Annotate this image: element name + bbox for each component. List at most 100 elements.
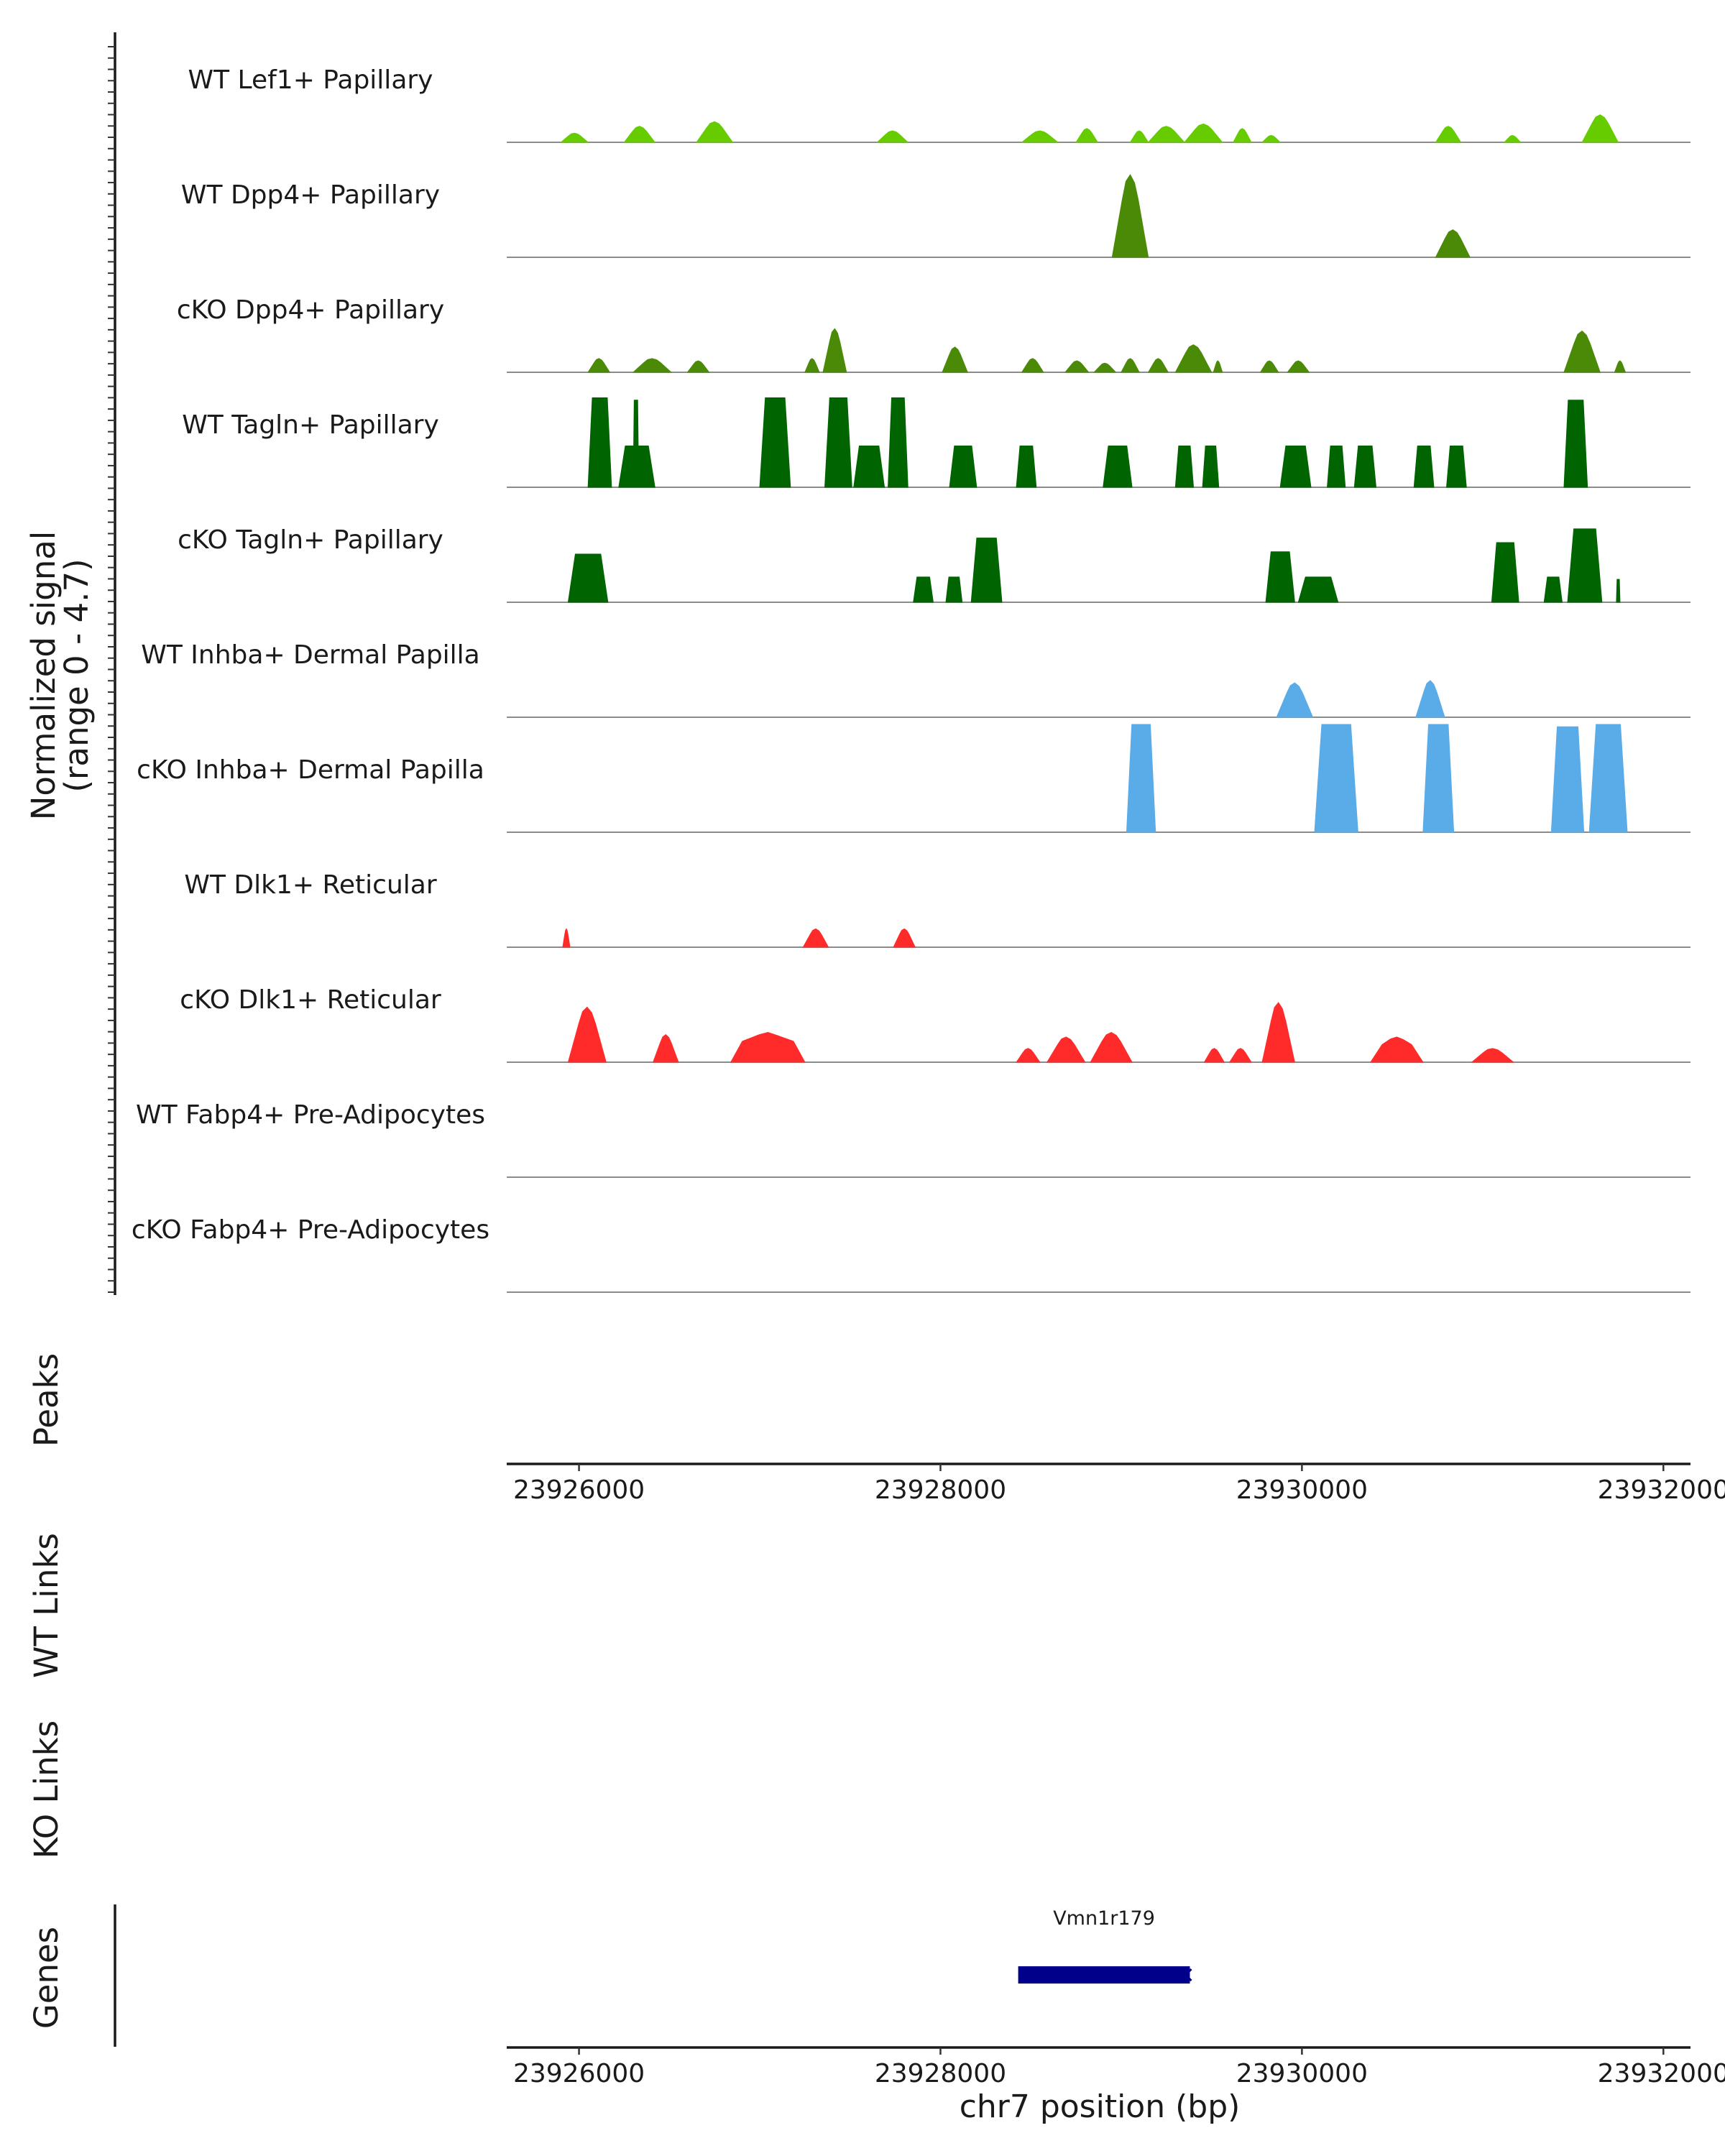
coverage-peak-1 xyxy=(567,553,609,603)
track-label: cKO Inhba+ Dermal Papilla xyxy=(137,755,484,785)
coverage-peak-15 xyxy=(1353,446,1377,488)
coverage-peak-7 xyxy=(1021,358,1044,373)
coverage-peak-3 xyxy=(686,360,710,373)
x-tick-label: 23926000 xyxy=(513,2059,645,2088)
coverage-peak-12 xyxy=(1435,126,1462,143)
coverage-peak-3 xyxy=(1422,724,1455,833)
strand-arrow xyxy=(1059,1968,1068,1982)
strand-arrow xyxy=(1142,1968,1151,1982)
coverage-peak-9 xyxy=(1016,446,1037,488)
x-tick-label: 23930000 xyxy=(1236,1475,1368,1505)
coverage-peak-3 xyxy=(730,1031,806,1063)
coverage-peak-4 xyxy=(759,397,791,488)
coverage-peak-2 xyxy=(1415,680,1445,718)
coverage-peak-9 xyxy=(1183,123,1223,143)
coverage-peak-3 xyxy=(632,400,640,488)
x-tick-label: 23932000 xyxy=(1598,1475,1725,1505)
coverage-peak-1 xyxy=(1126,724,1156,833)
coverage-peak-18 xyxy=(1563,400,1588,488)
coverage-peak-1 xyxy=(587,358,611,373)
track-10: WT Fabp4+ Pre-Adipocytes xyxy=(136,1100,1690,1178)
coverage-peak-6 xyxy=(1075,128,1099,143)
coverage-peak-5 xyxy=(822,328,847,373)
coverage-peak-9 xyxy=(1261,1002,1295,1063)
coverage-ylabel-line1: Normalized signal xyxy=(24,531,63,821)
coverage-peak-4 xyxy=(1016,1048,1041,1063)
coverage-peak-3 xyxy=(945,576,963,603)
coverage-peak-12 xyxy=(1202,446,1220,488)
coverage-peak-2 xyxy=(632,358,673,373)
coverage-peak-6 xyxy=(1297,576,1339,603)
coverage-peak-1 xyxy=(1111,174,1149,258)
coverage-peak-16 xyxy=(1563,330,1601,373)
coverage-peak-8 xyxy=(1543,576,1563,603)
coverage-peak-8 xyxy=(949,446,978,488)
coverage-peak-10 xyxy=(1616,579,1621,603)
track-label: cKO Tagln+ Papillary xyxy=(178,525,443,555)
coverage-peak-7 xyxy=(1203,1048,1225,1063)
track-label: WT Dpp4+ Papillary xyxy=(181,180,440,210)
coverage-peak-5 xyxy=(824,397,852,488)
coverage-peak-6 xyxy=(942,346,968,373)
coverage-peak-5 xyxy=(1265,551,1295,603)
track-5: cKO Tagln+ Papillary xyxy=(178,525,1690,603)
coverage-ylabel-line2: (range 0 - 4.7) xyxy=(58,558,96,792)
coverage-peak-5 xyxy=(1021,130,1059,143)
coverage-peak-17 xyxy=(1614,360,1627,373)
track-label: WT Fabp4+ Pre-Adipocytes xyxy=(136,1100,485,1130)
track-11: cKO Fabp4+ Pre-Adipocytes xyxy=(132,1215,1690,1293)
coverage-peak-11 xyxy=(1147,358,1169,373)
x-tick-label: 23930000 xyxy=(1236,2059,1368,2088)
strand-arrow xyxy=(1100,1968,1110,1982)
coverage-peak-1 xyxy=(562,928,571,948)
coverage-peak-15 xyxy=(1287,360,1310,373)
coverage-peak-13 xyxy=(1279,446,1312,488)
coverage-peak-5 xyxy=(1046,1036,1086,1063)
genes-ylabel: Genes xyxy=(27,1927,65,2029)
coverage-peak-14 xyxy=(1327,446,1346,488)
coverage-peak-9 xyxy=(1093,362,1117,373)
x-tick-label: 23926000 xyxy=(513,1475,645,1505)
coverage-peak-1 xyxy=(560,132,589,143)
track-label: WT Inhba+ Dermal Papilla xyxy=(141,640,479,670)
coverage-peak-14 xyxy=(1581,114,1619,143)
coverage-peak-11 xyxy=(1174,446,1195,488)
coverage-peak-5 xyxy=(1588,724,1628,833)
strand-arrow xyxy=(1163,1968,1172,1982)
strand-arrow xyxy=(1018,1968,1026,1982)
track-4: WT Tagln+ Papillary xyxy=(182,397,1690,488)
gene-Vmn1r179: Vmn1r179 xyxy=(1018,1907,1192,1984)
coverage-peak-4 xyxy=(876,130,909,143)
gene-label: Vmn1r179 xyxy=(1053,1907,1155,1930)
coverage-peak-9 xyxy=(1567,528,1603,603)
coverage-tracks: WT Lef1+ Papillary WT Dpp4+ Papillary cKO … xyxy=(132,65,1690,1293)
coverage-peak-10 xyxy=(1121,358,1140,373)
x-tick-label: 23928000 xyxy=(875,2059,1006,2088)
coverage-peak-3 xyxy=(696,121,734,143)
coverage-peak-4 xyxy=(804,358,820,373)
track-label: WT Dlk1+ Reticular xyxy=(184,870,436,900)
coverage-y-axis xyxy=(108,32,116,1295)
x-tick-label: 23932000 xyxy=(1598,2059,1725,2088)
coverage-peak-10 xyxy=(1103,446,1133,488)
coverage-peak-11 xyxy=(1261,134,1282,143)
coverage-peak-3 xyxy=(893,928,916,948)
coverage-peak-7 xyxy=(1129,130,1149,143)
coverage-peak-8 xyxy=(1064,360,1090,373)
coverage-peak-4 xyxy=(1550,726,1585,833)
track-label: cKO Dpp4+ Papillary xyxy=(177,295,444,325)
coverage-peak-11 xyxy=(1471,1048,1514,1063)
coverage-peak-17 xyxy=(1445,446,1467,488)
track-label: cKO Fabp4+ Pre-Adipocytes xyxy=(132,1215,489,1245)
gene-annotations: Vmn1r179 xyxy=(1018,1907,1192,1984)
track-7: cKO Inhba+ Dermal Papilla xyxy=(137,724,1690,833)
track-8: WT Dlk1+ Reticular xyxy=(184,870,1690,948)
coverage-peak-13 xyxy=(1213,360,1223,373)
coverage-peak-7 xyxy=(1491,542,1519,603)
track-1: WT Lef1+ Papillary xyxy=(188,65,1690,143)
wt-links-ylabel: WT Links xyxy=(27,1533,65,1678)
coverage-peak-8 xyxy=(1228,1048,1252,1063)
coverage-peak-13 xyxy=(1503,134,1522,143)
coverage-peak-4 xyxy=(970,538,1003,603)
